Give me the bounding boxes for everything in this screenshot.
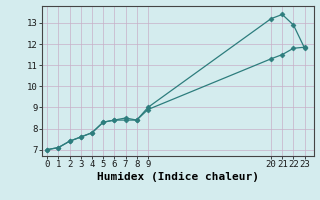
X-axis label: Humidex (Indice chaleur): Humidex (Indice chaleur): [97, 172, 259, 182]
